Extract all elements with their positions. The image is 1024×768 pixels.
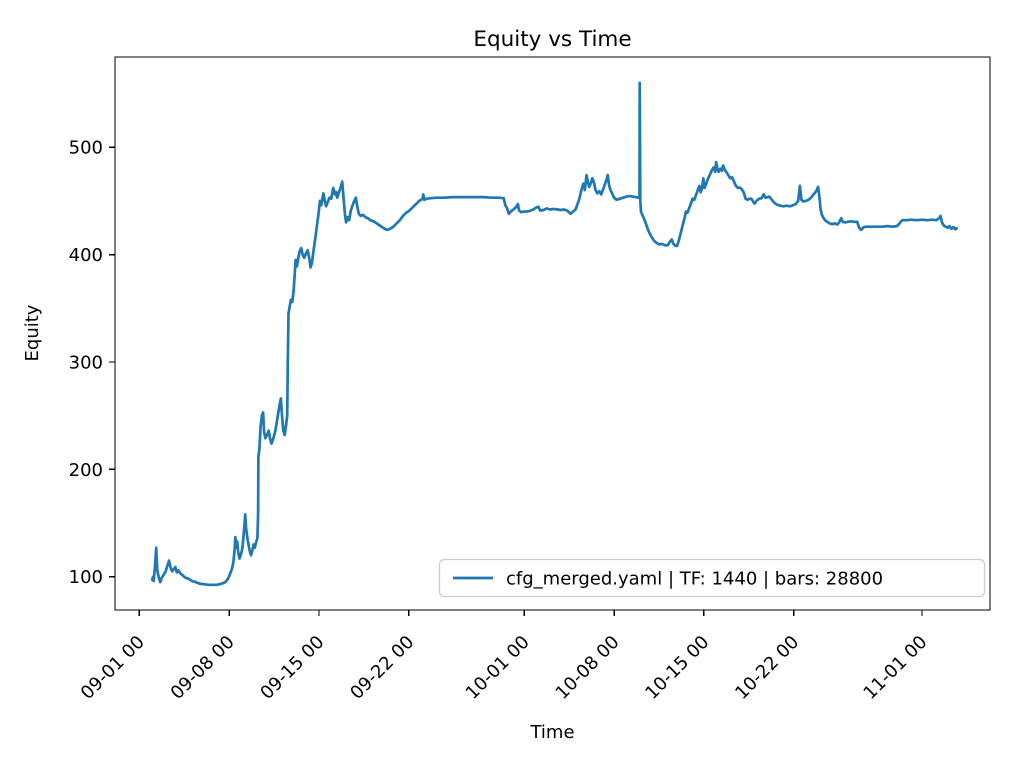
x-tick-label: 09-22 00 [346, 632, 418, 704]
plot-area [115, 57, 990, 610]
legend-label: cfg_merged.yaml | TF: 1440 | bars: 28800 [506, 569, 883, 590]
legend-box [438, 558, 986, 598]
x-axis-label: Time [529, 722, 574, 743]
y-tick-label: 500 [69, 138, 103, 159]
y-tick-label: 300 [69, 352, 103, 373]
axes [108, 56, 991, 617]
chart-title: Equity vs Time [473, 27, 631, 52]
y-tick-label: 400 [69, 245, 103, 266]
series-group [150, 81, 958, 587]
x-tick-label: 09-01 00 [77, 632, 149, 704]
x-tick-label: 11-01 00 [859, 632, 931, 704]
x-tick-label: 10-01 00 [462, 632, 534, 704]
y-axis-label: Equity [22, 304, 43, 361]
x-tick-label: 09-15 00 [256, 632, 328, 704]
equity-series-line [150, 81, 958, 587]
x-tick-label: 09-08 00 [167, 632, 239, 704]
x-tick-label: 10-08 00 [552, 632, 624, 704]
plot-spines [114, 56, 991, 611]
y-tick-label: 200 [69, 460, 103, 481]
y-tick-label: 100 [69, 567, 103, 588]
x-tick-label: 10-22 00 [731, 632, 803, 704]
x-tick-label: 10-15 00 [641, 632, 713, 704]
legend: cfg_merged.yaml | TF: 1440 | bars: 28800 [438, 558, 986, 598]
